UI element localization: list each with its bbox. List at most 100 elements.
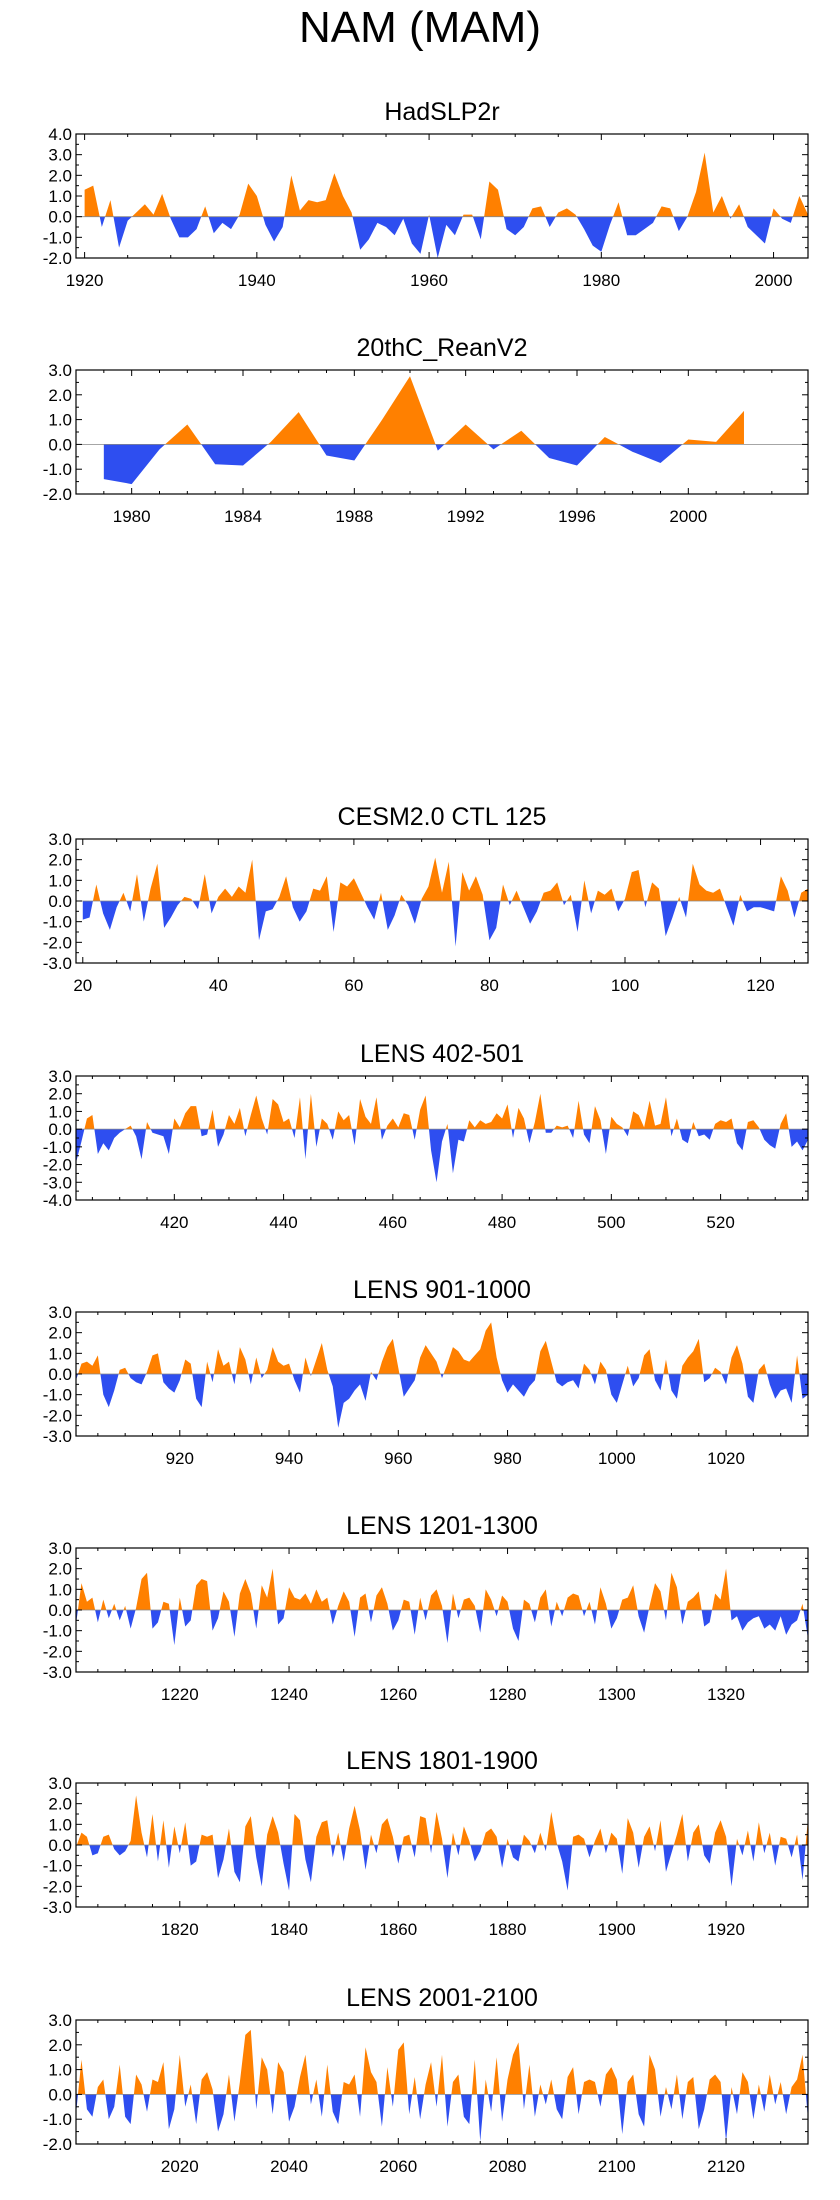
y-tick-label: -1.0 [43,913,72,932]
positive-area [76,1093,808,1130]
y-tick-label: 2.0 [48,166,72,185]
y-tick-label: 0.0 [48,1601,72,1620]
panel-title: LENS 1801-1900 [346,1747,538,1775]
x-tick-label: 980 [493,1449,521,1468]
x-tick-label: 40 [209,976,228,995]
positive-area [76,1322,808,1374]
series-areas [76,376,808,485]
y-tick-label: 0.0 [48,208,72,227]
series-areas [76,1568,808,1646]
y-tick-label: 1.0 [48,1580,72,1599]
negative-area [76,1374,808,1428]
positive-area [84,152,808,217]
y-tick-label: 3.0 [48,1774,72,1793]
y-tick-label: -3.0 [43,1173,72,1192]
y-tick-label: 0.0 [48,1120,72,1139]
panel-title: LENS 402-501 [360,1040,524,1068]
y-tick-label: -3.0 [43,1663,72,1682]
chart-panel: LENS 901-1000 3.0 2.01.0 0.0 -1.0-2.0 -3.0 920… [43,1276,809,1468]
x-tick-label: 1920 [707,1920,745,1939]
y-tick-label: -3.0 [43,954,72,973]
y-tick-label: -2.0 [43,1406,72,1425]
x-tick-label: 1960 [410,271,448,290]
y-tick-label: -2.0 [43,2135,72,2154]
y-tick-label: 2.0 [48,1795,72,1814]
series-areas [76,1795,808,1891]
y-tick-label: -2.0 [43,1642,72,1661]
positive-area [82,857,808,901]
y-tick-label: 3.0 [48,2011,72,2030]
y-tick-label: 2.0 [48,1560,72,1579]
y-tick-label: -2.0 [43,1156,72,1175]
x-tick-label: 1940 [238,271,276,290]
y-tick-label: 0.0 [48,1365,72,1384]
negative-area [76,1610,808,1646]
y-tick-label: 2.0 [48,1085,72,1104]
y-tick-label: -1.0 [43,460,72,479]
panel-title: HadSLP2r [384,98,499,126]
x-tick-label: 460 [379,1213,407,1232]
x-tick-label: 2040 [270,2157,308,2176]
y-tick-label: 0.0 [48,2085,72,2104]
y-tick-label: 2.0 [48,386,72,405]
x-tick-label: 1980 [582,271,620,290]
x-tick-label: 1000 [598,1449,636,1468]
figure-title: NAM (MAM) [299,3,541,52]
panel-title: 20thC_ReanV2 [357,334,528,362]
y-tick-label: -1.0 [43,1622,72,1641]
x-tick-label: 1984 [224,507,262,526]
y-tick-label: -1.0 [43,1138,72,1157]
y-tick-label: 0.0 [48,892,72,911]
y-tick-label: 2.0 [48,2036,72,2055]
x-tick-label: 2000 [669,507,707,526]
chart-panel: HadSLP2r 4.0 3.02.0 1.0 0.0-1.0 -2.0 1920 1940 1… [43,98,809,290]
y-tick-label: 0.0 [48,1836,72,1855]
x-tick-label: 20 [73,976,92,995]
y-tick-label: 1.0 [48,1102,72,1121]
positive-area [76,1568,808,1610]
x-tick-label: 1992 [447,507,485,526]
panel-title: LENS 901-1000 [353,1276,531,1304]
negative-area [84,216,808,258]
positive-area [76,1795,808,1845]
chart-panel: CESM2.0 CTL 125 3.0 2.01.0 0.0 -1.0-2.0 -3.02… [43,803,809,995]
x-tick-label: 480 [488,1213,516,1232]
x-tick-label: 2020 [161,2157,199,2176]
x-tick-label: 940 [275,1449,303,1468]
x-tick-label: 1820 [161,1920,199,1939]
x-tick-label: 1988 [335,507,373,526]
y-tick-label: 4.0 [48,125,72,144]
series-areas [76,1322,808,1428]
series-areas [76,152,808,258]
chart-panel: LENS 1801-1900 3.0 2.01.0 0.0 -1.0-2.0 -3.0 18… [43,1747,809,1939]
x-tick-label: 120 [746,976,774,995]
y-tick-label: 1.0 [48,1344,72,1363]
x-tick-label: 80 [480,976,499,995]
negative-area [76,1129,808,1183]
x-tick-label: 520 [706,1213,734,1232]
y-tick-label: 2.0 [48,851,72,870]
x-tick-label: 1300 [598,1685,636,1704]
panel-title: CESM2.0 CTL 125 [338,803,547,831]
y-tick-label: 3.0 [48,1539,72,1558]
y-tick-label: 3.0 [48,146,72,165]
y-tick-label: -3.0 [43,1898,72,1917]
positive-area [76,2029,808,2095]
x-tick-label: 1240 [270,1685,308,1704]
x-tick-label: 1860 [379,1920,417,1939]
x-tick-label: 1020 [707,1449,745,1468]
x-tick-label: 100 [611,976,639,995]
x-tick-label: 960 [384,1449,412,1468]
x-tick-label: 1840 [270,1920,308,1939]
y-tick-label: -2.0 [43,485,72,504]
y-tick-label: -1.0 [43,1386,72,1405]
panel-title: LENS 2001-2100 [346,1984,538,2012]
x-tick-label: 1280 [489,1685,527,1704]
x-tick-label: 500 [597,1213,625,1232]
x-tick-label: 1900 [598,1920,636,1939]
series-areas [76,1093,808,1183]
y-tick-label: 3.0 [48,1067,72,1086]
x-tick-label: 2080 [489,2157,527,2176]
y-tick-label: -1.0 [43,2110,72,2129]
x-tick-label: 1880 [489,1920,527,1939]
